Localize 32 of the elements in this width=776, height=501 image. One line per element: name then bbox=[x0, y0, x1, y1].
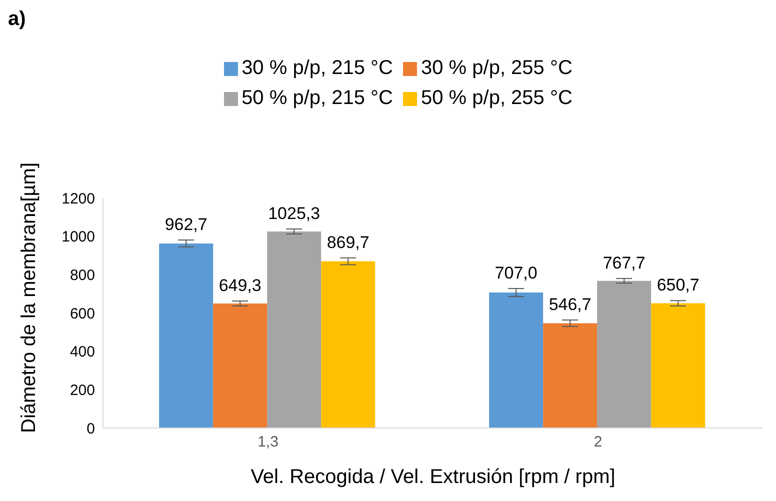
legend-label: 30 % p/p, 215 °C bbox=[242, 57, 393, 79]
x-tick-label: 2 bbox=[594, 434, 602, 451]
legend-label: 50 % p/p, 215 °C bbox=[242, 87, 393, 109]
chart-title: a) bbox=[8, 8, 26, 31]
y-axis-title: Diámetro de la membrana[µm] bbox=[18, 162, 40, 433]
bar bbox=[321, 261, 376, 428]
y-tick-label: 200 bbox=[70, 382, 95, 399]
y-tick-label: 600 bbox=[70, 305, 95, 322]
bar bbox=[213, 304, 268, 428]
data-label: 650,7 bbox=[656, 276, 700, 295]
data-label: 1025,3 bbox=[268, 204, 320, 223]
data-label: 962,7 bbox=[164, 215, 208, 234]
bar bbox=[597, 280, 652, 428]
x-axis-title: Vel. Recogida / Vel. Extrusión [rpm / rpm] bbox=[250, 466, 616, 488]
bar bbox=[267, 231, 322, 428]
y-tick-label: 1200 bbox=[62, 190, 95, 208]
data-label: 767,7 bbox=[602, 254, 646, 273]
y-tick-label: 0 bbox=[86, 420, 95, 438]
bar bbox=[651, 303, 706, 428]
legend-label: 30 % p/p, 255 °C bbox=[421, 57, 572, 79]
data-label: 869,7 bbox=[326, 232, 370, 252]
y-tick-label: 1000 bbox=[62, 228, 95, 246]
bar bbox=[543, 323, 598, 428]
x-tick-label: 1,3 bbox=[258, 434, 278, 451]
bar bbox=[489, 292, 544, 428]
legend-label: 50 % p/p, 255 °C bbox=[421, 87, 572, 109]
y-tick-label: 800 bbox=[70, 266, 95, 284]
bar bbox=[159, 243, 214, 428]
data-label: 546,7 bbox=[548, 294, 592, 314]
y-tick-label: 400 bbox=[70, 344, 95, 361]
data-label: 707,0 bbox=[494, 263, 538, 282]
data-label: 649,3 bbox=[218, 276, 262, 296]
